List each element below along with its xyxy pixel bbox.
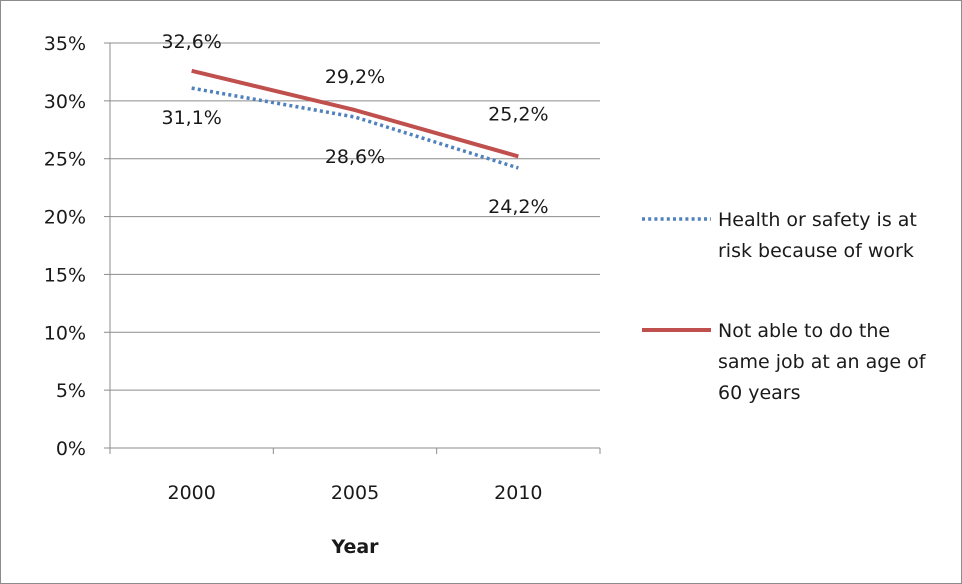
y-tick-label: 20% <box>44 207 86 229</box>
x-tick-label: 2005 <box>331 482 379 504</box>
data-label: 25,2% <box>488 103 548 125</box>
x-tick-label: 2010 <box>494 482 542 504</box>
legend-label: Health or safety is at <box>718 209 917 231</box>
legend-label: Not able to do the <box>718 320 890 342</box>
y-tick-label: 0% <box>56 438 86 460</box>
y-tick-label: 10% <box>44 322 86 344</box>
legend-item-1: Health or safety is at risk because of wo… <box>642 209 917 262</box>
series-line-1 <box>191 86 519 170</box>
legend-label: risk because of work <box>718 240 914 262</box>
legend-label: 60 years <box>718 382 801 404</box>
y-tick-label: 15% <box>44 264 86 286</box>
gridlines <box>110 42 600 391</box>
series-lines <box>191 68 519 170</box>
y-tick-label: 35% <box>44 33 86 55</box>
series-line-2 <box>191 68 519 159</box>
legend: Health or safety is at risk because of wo… <box>642 209 927 404</box>
legend-label: same job at an age of <box>718 351 927 373</box>
legend-item-2: Not able to do the same job at an age of 6… <box>642 320 927 404</box>
data-label: 29,2% <box>325 66 385 88</box>
y-tick-label: 5% <box>56 380 86 402</box>
x-axis-title: Year <box>330 536 379 558</box>
data-label: 32,6% <box>161 31 221 53</box>
y-tick-label: 30% <box>44 91 86 113</box>
data-label: 24,2% <box>488 196 548 218</box>
axes: 0% 5% 10% 15% 20% 25% 30% 35% 2000 2005 2010 <box>44 33 601 504</box>
data-label: 31,1% <box>161 107 221 129</box>
y-tick-label: 25% <box>44 149 86 171</box>
data-labels: 31,1% 28,6% 24,2% 32,6% 29,2% 25,2% <box>161 31 548 218</box>
data-label: 28,6% <box>325 146 385 168</box>
x-tick-label: 2000 <box>167 482 215 504</box>
